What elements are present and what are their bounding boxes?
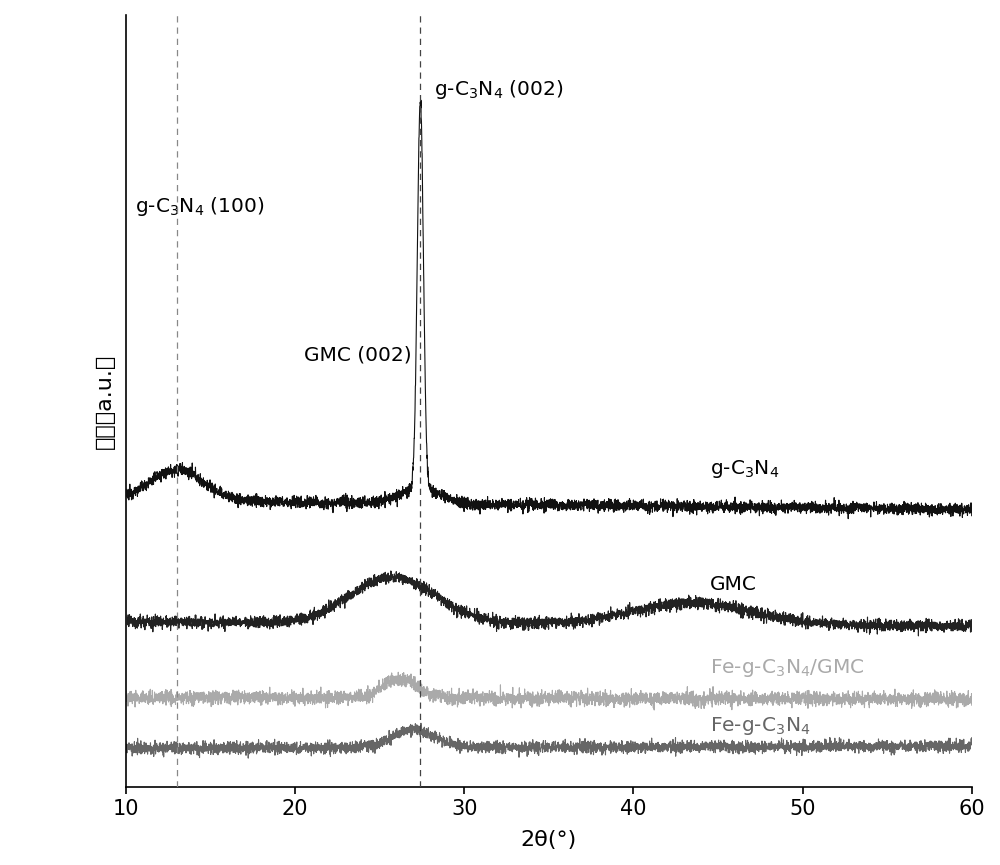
X-axis label: 2θ(°): 2θ(°) <box>521 830 577 850</box>
Text: Fe-g-C$_3$N$_4$/GMC: Fe-g-C$_3$N$_4$/GMC <box>710 657 864 679</box>
Text: g-C$_3$N$_4$: g-C$_3$N$_4$ <box>710 458 779 480</box>
Text: GMC (002): GMC (002) <box>304 345 411 364</box>
Text: GMC: GMC <box>710 575 756 594</box>
Y-axis label: 强度（a.u.）: 强度（a.u.） <box>95 354 115 449</box>
Text: g-C$_3$N$_4$ (002): g-C$_3$N$_4$ (002) <box>434 78 563 101</box>
Text: Fe-g-C$_3$N$_4$: Fe-g-C$_3$N$_4$ <box>710 715 810 737</box>
Text: g-C$_3$N$_4$ (100): g-C$_3$N$_4$ (100) <box>135 195 264 218</box>
